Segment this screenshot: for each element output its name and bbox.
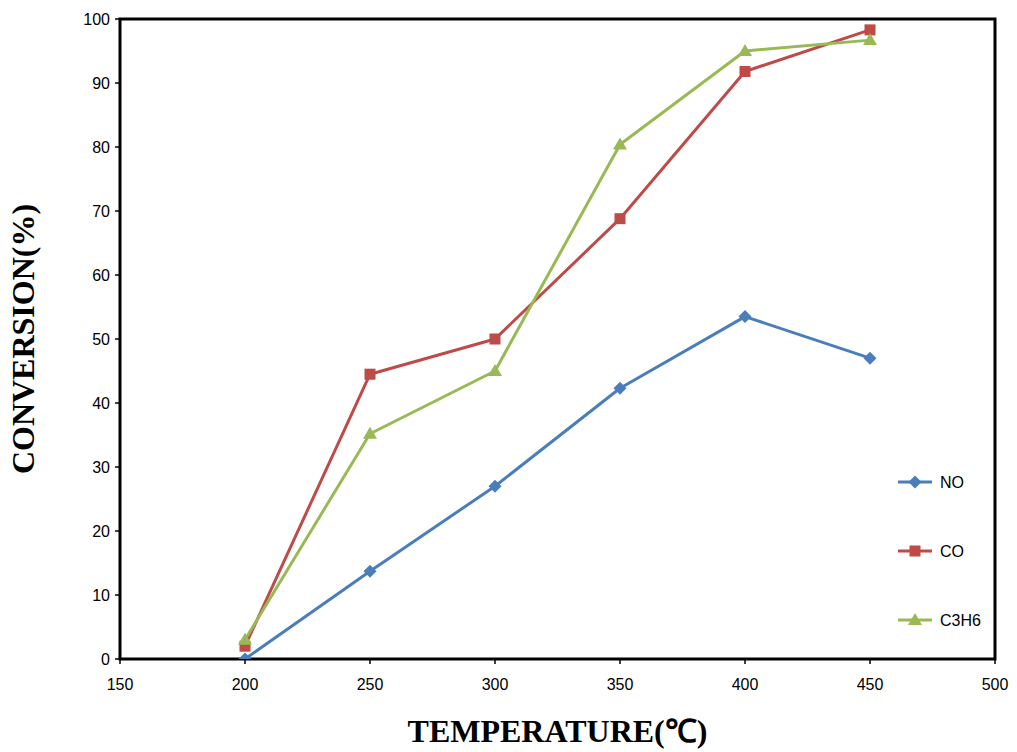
data-point	[239, 653, 252, 660]
legend-marker	[908, 613, 922, 625]
y-tick-label: 60	[92, 267, 110, 284]
background	[0, 0, 1017, 752]
x-tick-label: 350	[607, 676, 634, 693]
chart-container: 0 10 20 30 40 50 60 70 80 90 100 150 200 250 300 350 400…	[0, 0, 1017, 752]
y-tick-label: 90	[92, 75, 110, 92]
x-axis-title: TEMPERATURE(℃)	[408, 713, 708, 749]
data-point	[488, 364, 502, 376]
plot-frame	[120, 19, 995, 659]
data-point	[364, 565, 377, 578]
y-tick-label: 80	[92, 139, 110, 156]
data-point	[738, 44, 752, 56]
y-tick-label: 70	[92, 203, 110, 220]
plot-area	[238, 24, 877, 659]
y-tick-label: 0	[101, 651, 110, 668]
y-tick-label: 10	[92, 587, 110, 604]
y-tick-label: 50	[92, 331, 110, 348]
x-tick-label: 150	[107, 676, 134, 693]
legend-marker	[910, 546, 921, 557]
legend: NO CO C3H6	[898, 474, 981, 629]
data-point	[740, 66, 751, 77]
y-tick-label: 20	[92, 523, 110, 540]
data-point	[489, 480, 502, 493]
x-tick-label: 300	[482, 676, 509, 693]
y-tick-label: 100	[83, 11, 110, 28]
series-line	[245, 30, 870, 646]
data-point	[490, 334, 501, 345]
legend-label: CO	[940, 543, 964, 560]
data-point	[365, 369, 376, 380]
legend-label: NO	[940, 474, 964, 491]
x-tick-label: 450	[857, 676, 884, 693]
x-tick-label: 250	[357, 676, 384, 693]
data-point	[864, 352, 877, 365]
y-axis-title: CONVERSION(%)	[5, 204, 41, 474]
chart: 0 10 20 30 40 50 60 70 80 90 100 150 200 250 300 350 400…	[0, 0, 1017, 752]
series-line	[245, 40, 870, 640]
data-point	[615, 213, 626, 224]
data-point	[863, 33, 877, 45]
data-point	[613, 137, 627, 149]
x-tick-label: 500	[982, 676, 1009, 693]
data-point	[614, 382, 627, 395]
legend-marker	[909, 476, 922, 489]
x-tick-label: 200	[232, 676, 259, 693]
x-tick-label: 400	[732, 676, 759, 693]
y-tick-label: 30	[92, 459, 110, 476]
data-point	[739, 310, 752, 323]
data-point	[238, 633, 252, 645]
legend-label: C3H6	[940, 612, 981, 629]
y-tick-label: 40	[92, 395, 110, 412]
data-point	[363, 427, 377, 439]
